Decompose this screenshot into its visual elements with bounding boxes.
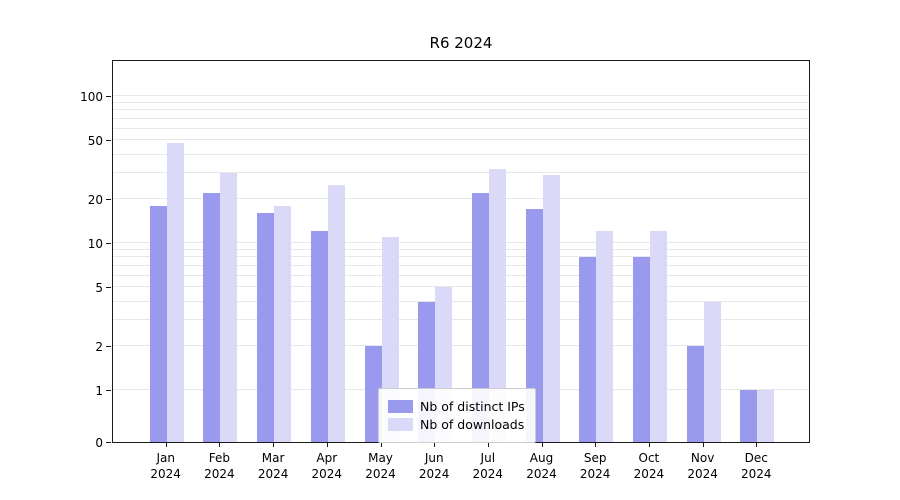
x-tick-label: Aug 2024: [526, 451, 557, 481]
x-tick-label: Nov 2024: [687, 451, 718, 481]
bar-downloads-feb: [220, 172, 238, 442]
bar-downloads-apr: [327, 184, 345, 442]
bar-downloads-sep: [596, 231, 614, 442]
bar-distinct-ips-may: [364, 345, 382, 442]
plot-area: [112, 60, 810, 443]
bar-distinct-ips-dec: [740, 390, 758, 442]
x-tick-label: Jan 2024: [150, 451, 181, 481]
gridline: [113, 153, 809, 155]
bar-distinct-ips-feb: [203, 192, 221, 442]
y-tick-label: 1: [95, 384, 103, 398]
gridline: [113, 248, 809, 250]
x-tick-mark: [273, 443, 275, 447]
y-tick-mark: [106, 140, 111, 142]
gridline: [113, 117, 809, 119]
y-tick-mark: [106, 96, 111, 97]
gridline: [113, 318, 809, 320]
gridline: [113, 197, 809, 199]
y-tick-mark: [106, 345, 111, 347]
x-tick-label: Jul 2024: [472, 451, 504, 481]
bar-distinct-ips-apr: [310, 231, 328, 442]
x-tick-label: May 2024: [365, 451, 396, 481]
x-tick-label: Apr 2024: [311, 451, 343, 481]
bar-distinct-ips-jul: [471, 192, 489, 442]
legend-item-downloads: Nb of downloads: [388, 417, 525, 432]
legend-swatch-downloads: [388, 418, 413, 431]
y-tick-mark: [106, 287, 111, 289]
x-tick-label: Mar 2024: [257, 451, 289, 481]
y-tick-label: 50: [87, 134, 103, 149]
bar-downloads-oct: [649, 231, 667, 442]
bar-distinct-ips-sep: [579, 257, 597, 442]
x-tick-label: Jun 2024: [418, 451, 450, 481]
gridline: [113, 101, 809, 103]
gridline: [113, 264, 809, 266]
x-tick-mark: [487, 443, 489, 447]
gridline: [113, 256, 809, 258]
y-tick-mark: [106, 243, 111, 244]
y-tick-mark: [106, 198, 111, 200]
y-tick-label: 2: [95, 339, 103, 354]
bar-distinct-ips-oct: [632, 257, 650, 442]
bar-downloads-mar: [274, 205, 292, 442]
bar-downloads-jan: [166, 142, 184, 442]
x-tick-mark: [165, 443, 167, 447]
bar-distinct-ips-jan: [149, 205, 167, 442]
x-tick-label: Oct 2024: [633, 451, 665, 481]
y-tick-mark: [106, 390, 111, 391]
legend-item-distinct-ips: Nb of distinct IPs: [388, 399, 525, 414]
gridline: [113, 274, 809, 276]
chart-title: R6 2024: [429, 34, 493, 52]
legend: Nb of distinct IPs Nb of downloads: [378, 388, 536, 443]
bar-downloads-aug: [542, 175, 560, 442]
y-tick-mark: [106, 442, 111, 443]
y-tick-label: 0: [95, 436, 103, 450]
y-tick-label: 20: [87, 192, 103, 207]
bar-downloads-nov: [703, 301, 721, 442]
legend-label-downloads: Nb of downloads: [420, 417, 525, 432]
y-tick-label: 10: [87, 237, 103, 251]
x-tick-mark: [541, 443, 543, 447]
gridline: [113, 242, 809, 243]
gridline: [113, 286, 809, 288]
gridline: [113, 171, 809, 173]
bar-downloads-dec: [757, 390, 775, 442]
legend-swatch-distinct-ips: [388, 400, 413, 413]
x-tick-mark: [648, 443, 650, 447]
x-tick-mark: [326, 443, 328, 447]
bar-distinct-ips-mar: [257, 213, 275, 442]
x-tick-label: Dec 2024: [741, 451, 772, 481]
y-tick-label: 100: [80, 90, 103, 104]
gridline: [113, 139, 809, 141]
x-tick-mark: [380, 443, 382, 447]
gridline: [113, 127, 809, 129]
bar-distinct-ips-aug: [525, 209, 543, 442]
x-tick-mark: [756, 443, 758, 447]
x-tick-mark: [595, 443, 597, 447]
x-tick-label: Feb 2024: [204, 451, 235, 481]
x-tick-mark: [434, 443, 436, 447]
x-tick-mark: [219, 443, 221, 447]
gridline: [113, 109, 809, 111]
gridline: [113, 95, 809, 96]
gridline: [113, 344, 809, 346]
bar-downloads-jul: [488, 168, 506, 442]
gridline: [113, 300, 809, 302]
legend-label-distinct-ips: Nb of distinct IPs: [420, 399, 525, 414]
bar-distinct-ips-nov: [686, 345, 704, 442]
x-tick-mark: [702, 443, 704, 447]
y-tick-label: 5: [95, 281, 103, 296]
x-tick-label: Sep 2024: [579, 451, 611, 481]
